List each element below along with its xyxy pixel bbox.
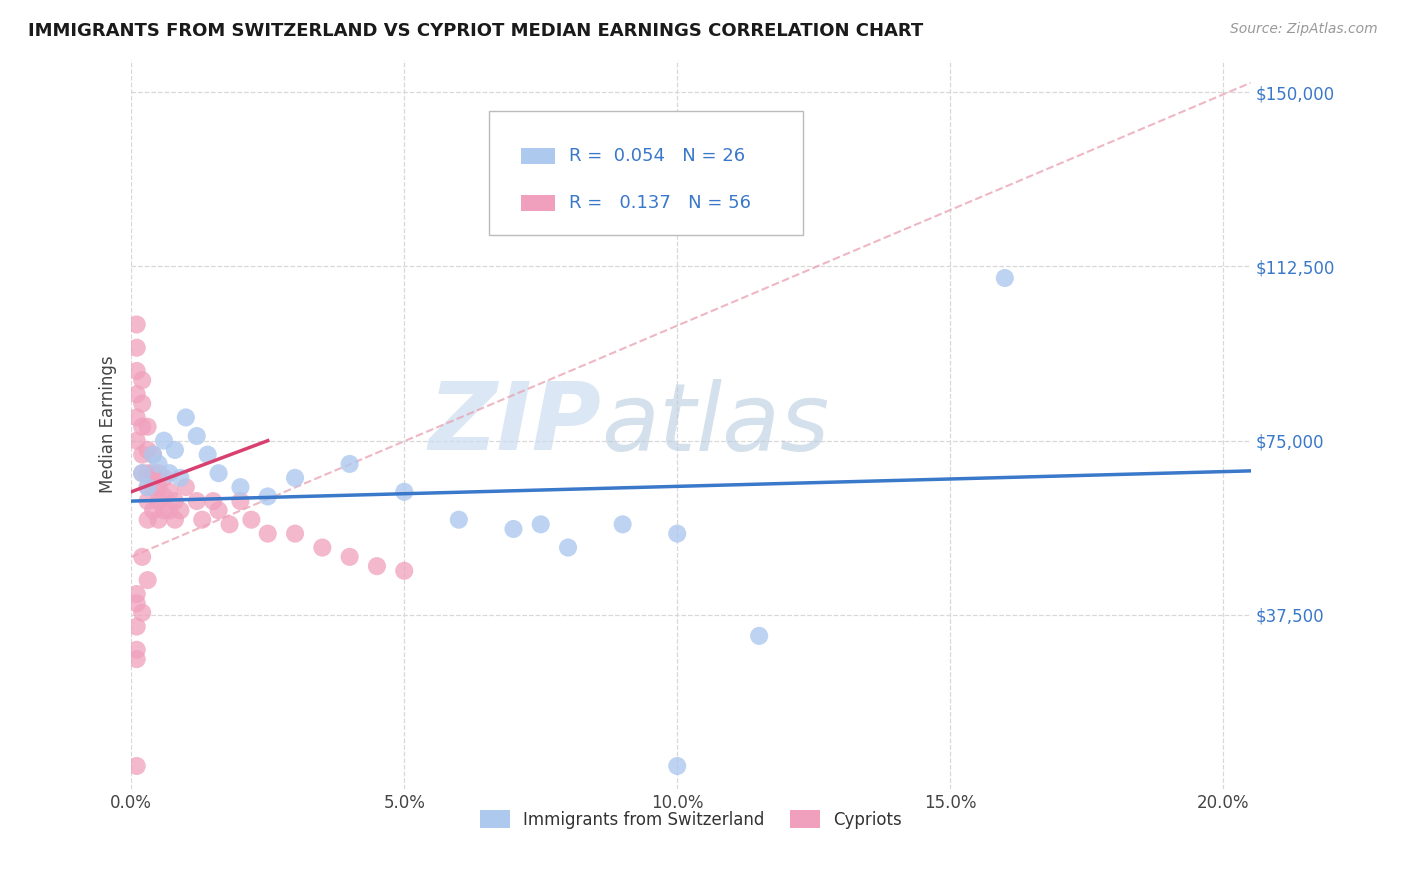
Point <box>131 419 153 434</box>
Point <box>229 480 252 494</box>
Point <box>284 526 307 541</box>
Point <box>207 503 229 517</box>
Point <box>666 526 689 541</box>
Legend: Immigrants from Switzerland, Cypriots: Immigrants from Switzerland, Cypriots <box>474 804 908 836</box>
Point <box>169 503 191 517</box>
Point <box>163 442 186 457</box>
Point <box>125 434 148 448</box>
Point <box>502 522 524 536</box>
Point <box>148 480 170 494</box>
Point <box>125 341 148 355</box>
Point <box>202 494 225 508</box>
Point <box>197 448 219 462</box>
Point <box>125 619 148 633</box>
Point <box>125 387 148 401</box>
Point <box>169 471 191 485</box>
Point <box>148 513 170 527</box>
Point <box>125 759 148 773</box>
Point <box>163 513 186 527</box>
Point <box>131 467 153 481</box>
Point <box>256 490 278 504</box>
Point <box>131 606 153 620</box>
Point <box>136 480 159 494</box>
Text: Source: ZipAtlas.com: Source: ZipAtlas.com <box>1230 22 1378 37</box>
Point <box>125 410 148 425</box>
Point <box>366 559 388 574</box>
Point <box>530 517 553 532</box>
Point <box>186 429 208 443</box>
Point <box>186 494 208 508</box>
FancyBboxPatch shape <box>489 111 803 235</box>
Text: R =   0.137   N = 56: R = 0.137 N = 56 <box>568 194 751 212</box>
Point <box>142 448 165 462</box>
Point <box>131 549 153 564</box>
Text: atlas: atlas <box>602 379 830 470</box>
Point <box>125 364 148 378</box>
Point <box>240 513 263 527</box>
Point <box>142 448 165 462</box>
Point <box>339 457 361 471</box>
Point <box>229 494 252 508</box>
Point <box>131 448 153 462</box>
Point <box>125 587 148 601</box>
Point <box>153 434 176 448</box>
Point <box>148 494 170 508</box>
Text: R =  0.054   N = 26: R = 0.054 N = 26 <box>568 147 745 165</box>
Point <box>136 480 159 494</box>
Point <box>131 396 153 410</box>
Point <box>557 541 579 555</box>
Point <box>136 573 159 587</box>
FancyBboxPatch shape <box>520 195 555 211</box>
Point <box>218 517 240 532</box>
Point <box>174 480 197 494</box>
Point <box>394 484 416 499</box>
Point <box>136 513 159 527</box>
Point <box>142 480 165 494</box>
Text: IMMIGRANTS FROM SWITZERLAND VS CYPRIOT MEDIAN EARNINGS CORRELATION CHART: IMMIGRANTS FROM SWITZERLAND VS CYPRIOT M… <box>28 22 924 40</box>
Point <box>125 596 148 610</box>
Point <box>153 471 176 485</box>
Point <box>159 503 181 517</box>
Point <box>136 467 159 481</box>
Point <box>131 373 153 387</box>
Point <box>207 467 229 481</box>
Point <box>125 652 148 666</box>
Point <box>136 442 159 457</box>
FancyBboxPatch shape <box>520 148 555 164</box>
Point <box>191 513 214 527</box>
Text: ZIP: ZIP <box>429 378 602 470</box>
Point <box>612 517 634 532</box>
Point <box>311 541 333 555</box>
Point <box>159 484 181 499</box>
Point <box>447 513 470 527</box>
Point <box>339 549 361 564</box>
Point <box>994 271 1017 285</box>
Point <box>163 494 186 508</box>
Point <box>153 503 176 517</box>
Point <box>174 410 197 425</box>
Point <box>148 457 170 471</box>
Point <box>142 467 165 481</box>
Point <box>153 490 176 504</box>
Point <box>142 503 165 517</box>
Point <box>159 467 181 481</box>
Point <box>748 629 770 643</box>
Point <box>666 759 689 773</box>
Point <box>125 642 148 657</box>
Point <box>256 526 278 541</box>
Point <box>148 467 170 481</box>
Point <box>394 564 416 578</box>
Point <box>131 467 153 481</box>
Point <box>284 471 307 485</box>
Point <box>125 318 148 332</box>
Y-axis label: Median Earnings: Median Earnings <box>100 356 117 493</box>
Point <box>136 419 159 434</box>
Point <box>136 494 159 508</box>
